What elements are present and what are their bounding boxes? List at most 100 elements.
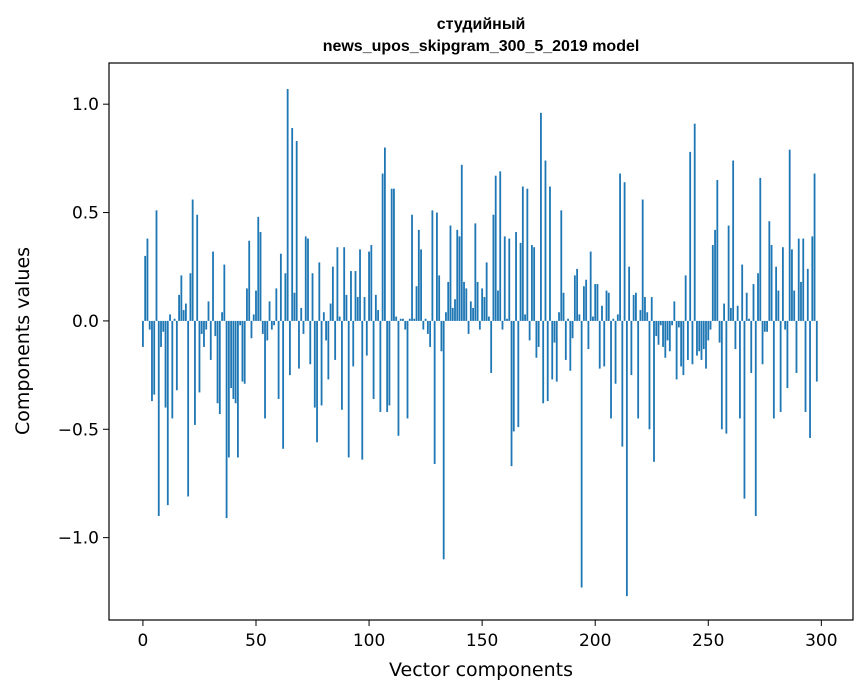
bar-121 (415, 286, 418, 321)
bar-110 (390, 188, 393, 321)
bar-226 (653, 320, 655, 462)
bar-140 (458, 236, 461, 321)
bar-160 (503, 236, 506, 321)
bar-205 (605, 290, 608, 321)
bar-57 (270, 320, 273, 330)
bar-122 (417, 229, 420, 321)
bar-28 (205, 320, 208, 330)
bar-55 (266, 320, 269, 341)
bar-262 (734, 320, 737, 350)
bar-25 (198, 320, 201, 393)
bar-298 (815, 320, 818, 382)
bar-82 (327, 320, 330, 380)
bar-9 (162, 320, 165, 332)
chart-title: студийный (437, 16, 526, 33)
x-tick-label: 300 (805, 631, 837, 651)
bar-282 (779, 320, 782, 412)
bar-87 (338, 316, 341, 321)
bar-189 (569, 320, 572, 371)
bar-225 (650, 297, 653, 321)
bar-130 (436, 212, 438, 321)
bar-236 (675, 320, 678, 380)
bar-280 (775, 266, 778, 321)
bar-60 (277, 320, 280, 399)
bar-196 (585, 279, 588, 321)
bar-180 (549, 186, 551, 321)
bar-86 (336, 247, 339, 321)
bar-31 (212, 251, 214, 321)
bar-84 (331, 266, 334, 321)
bar-202 (598, 320, 601, 369)
y-tick-label: −1.0 (58, 529, 99, 549)
bar-115 (402, 318, 404, 321)
bar-76 (313, 320, 316, 408)
bar-61 (279, 253, 282, 321)
bar-275 (763, 320, 766, 332)
bar-248 (702, 320, 705, 350)
bar-216 (630, 320, 633, 376)
bar-38 (227, 320, 230, 458)
x-tick-label: 0 (138, 631, 149, 651)
bar-186 (562, 292, 565, 321)
bar-63 (284, 273, 287, 321)
bar-4 (151, 320, 153, 402)
bar-206 (607, 292, 610, 321)
bar-297 (813, 173, 816, 321)
bar-256 (720, 320, 723, 430)
bar-200 (594, 284, 597, 321)
bar-193 (578, 314, 581, 321)
bar-65 (289, 320, 291, 376)
bar-224 (648, 320, 651, 430)
bar-142 (463, 281, 465, 321)
bar-0 (142, 320, 144, 347)
bar-197 (587, 320, 590, 350)
bar-175 (537, 320, 540, 347)
bar-85 (334, 320, 337, 360)
bar-48 (250, 320, 253, 339)
bar-135 (447, 281, 450, 321)
bar-220 (639, 310, 642, 321)
bar-207 (610, 320, 612, 419)
bar-120 (413, 318, 416, 321)
bar-243 (691, 320, 694, 365)
bar-2 (146, 238, 149, 321)
bar-42 (237, 320, 239, 458)
bar-208 (612, 318, 615, 321)
x-axis-ticks: 0 50 100 150 200 250 300 (138, 620, 838, 651)
bar-271 (754, 320, 757, 516)
bar-253 (714, 229, 716, 321)
bar-43 (239, 320, 242, 326)
bar-296 (811, 236, 814, 321)
bar-123 (420, 249, 422, 321)
bar-10 (164, 320, 167, 408)
bar-13 (171, 320, 174, 419)
bar-68 (295, 141, 298, 321)
bar-176 (540, 112, 542, 321)
bar-50 (255, 290, 257, 321)
bar-21 (189, 273, 192, 321)
bar-172 (530, 245, 533, 321)
bar-250 (707, 320, 710, 341)
bar-290 (797, 238, 800, 321)
bar-190 (571, 320, 574, 339)
bar-254 (716, 180, 719, 321)
bar-15 (175, 320, 178, 391)
bar-153 (488, 316, 490, 321)
bar-22 (191, 199, 194, 321)
bar-32 (214, 320, 217, 337)
bar-170 (526, 188, 529, 321)
bar-239 (682, 320, 685, 376)
bar-214 (625, 320, 628, 597)
bar-281 (777, 290, 780, 321)
bar-23 (194, 320, 196, 425)
bar-158 (499, 171, 502, 321)
bar-247 (700, 320, 703, 360)
bar-127 (429, 320, 432, 347)
bar-137 (451, 307, 454, 321)
bar-5 (153, 320, 156, 395)
bar-46 (246, 288, 248, 321)
bar-12 (169, 314, 171, 321)
bar-277 (768, 221, 771, 321)
bar-215 (628, 266, 631, 321)
bar-91 (347, 320, 350, 458)
